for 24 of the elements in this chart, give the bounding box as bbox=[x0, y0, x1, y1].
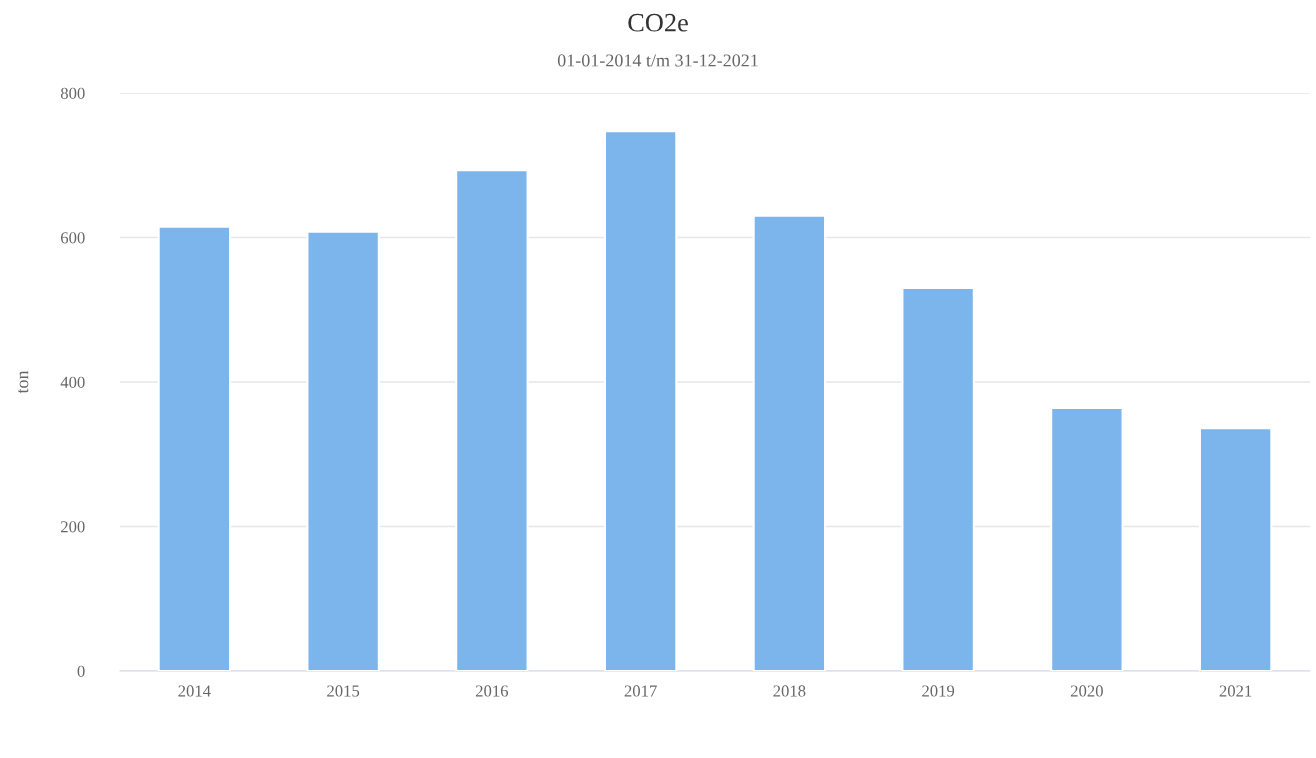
x-tick-label: 2019 bbox=[922, 685, 955, 697]
y-axis-title: ton bbox=[17, 370, 29, 394]
x-tick-label: 2015 bbox=[327, 685, 360, 697]
y-tick-label: 0 bbox=[77, 665, 85, 677]
x-tick-label: 2017 bbox=[624, 685, 657, 697]
bar bbox=[1050, 406, 1124, 671]
chart-subtitle: 01-01-2014 t/m 31-12-2021 bbox=[557, 54, 758, 67]
bar bbox=[752, 214, 827, 671]
x-tick-label: 2018 bbox=[773, 685, 806, 697]
x-tick-label: 2014 bbox=[178, 685, 211, 697]
y-tick-label: 600 bbox=[60, 232, 85, 244]
bar bbox=[157, 225, 232, 671]
bar bbox=[603, 130, 678, 671]
y-tick-label: 200 bbox=[61, 521, 85, 533]
x-tick-label: 2016 bbox=[475, 685, 509, 697]
bar bbox=[455, 169, 529, 671]
y-tick-label: 800 bbox=[60, 87, 85, 99]
x-tick-label: 2020 bbox=[1070, 685, 1103, 697]
y-tick-label: 400 bbox=[60, 376, 85, 388]
chart-title: CO2e bbox=[628, 13, 688, 32]
bar bbox=[1198, 427, 1273, 671]
bar bbox=[901, 287, 975, 671]
bar bbox=[306, 230, 380, 671]
x-tick-label: 2021 bbox=[1219, 685, 1252, 697]
